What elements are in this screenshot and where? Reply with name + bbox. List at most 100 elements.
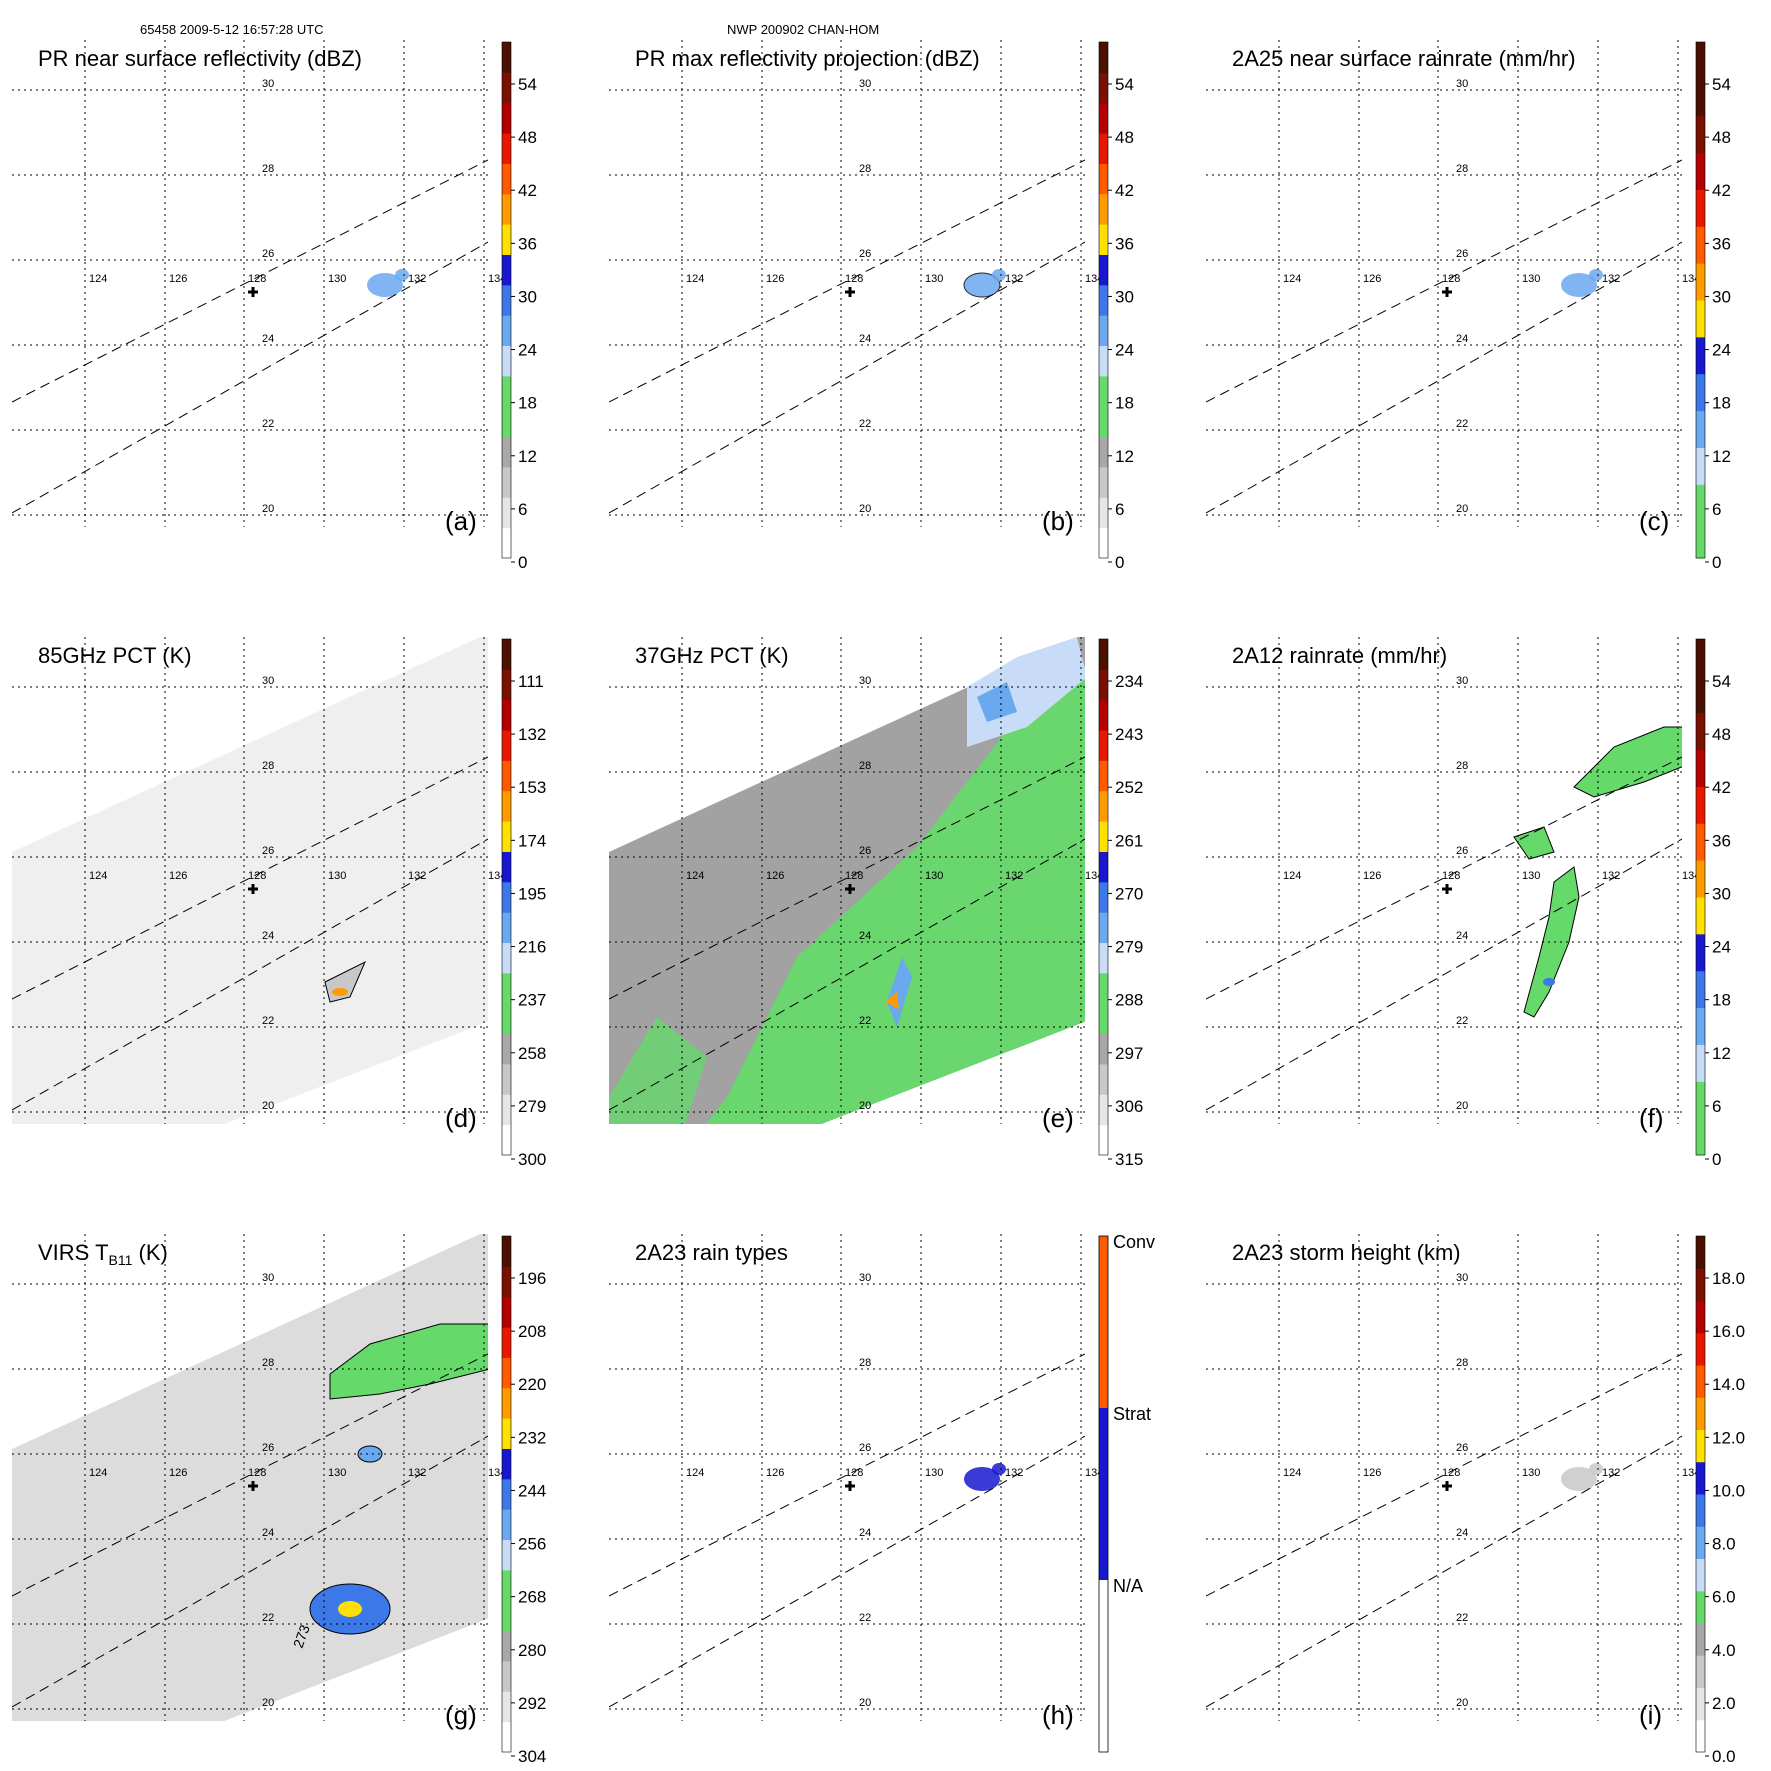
colorbar-segment	[1696, 115, 1705, 154]
colorbar-segment	[1696, 1526, 1705, 1559]
band-core	[332, 988, 348, 996]
lon-label: 130	[328, 870, 346, 882]
colorbar-segment	[502, 1448, 511, 1480]
lon-label: 130	[1522, 273, 1540, 285]
contour-label: 273	[290, 1622, 313, 1650]
lon-label: 128	[248, 1467, 266, 1479]
colorbar-segment	[502, 942, 511, 974]
colorbar-label: 36	[1712, 831, 1731, 850]
precip-cell-east	[395, 269, 409, 281]
colorbar-label: 232	[518, 1428, 546, 1447]
colorbar-segment	[1696, 1655, 1705, 1688]
colorbar-segment	[1099, 1236, 1108, 1408]
colorbar-segment	[502, 1266, 511, 1298]
colorbar-label: 42	[518, 181, 537, 200]
colorbar-frame	[1695, 1235, 1706, 1753]
colorbar-segment	[502, 1539, 511, 1571]
colorbar-segment	[502, 669, 511, 701]
colorbar-segment	[502, 1660, 511, 1692]
colorbar-segment	[1696, 933, 1705, 972]
colorbar-segment	[1696, 786, 1705, 824]
colorbar-label: 270	[1115, 884, 1143, 903]
lon-label: 124	[89, 870, 107, 882]
swath-edge-north	[609, 159, 1085, 403]
lon-label: 130	[328, 1467, 346, 1479]
lat-label: 20	[859, 1697, 871, 1709]
colorbar-label: 48	[518, 128, 537, 147]
colorbar-segment	[1696, 1397, 1705, 1430]
colorbar-segment	[502, 72, 511, 104]
colorbar-segment	[1099, 436, 1108, 468]
colorbar-label: 24	[1712, 341, 1731, 360]
colorbar-segment	[502, 851, 511, 883]
swath-edge-north	[609, 756, 1085, 1000]
panel-tag: (h)	[1042, 1700, 1074, 1730]
colorbar-segment	[502, 790, 511, 822]
colorbar-frame	[1098, 1235, 1109, 1753]
lat-label: 28	[1456, 1357, 1468, 1369]
colorbar-label: 18	[1712, 394, 1731, 413]
lon-label: 130	[328, 273, 346, 285]
colorbar-segment	[502, 760, 511, 792]
colorbar-segment	[1696, 1044, 1705, 1082]
colorbar-frame	[1695, 41, 1706, 559]
colorbar-label: 48	[1712, 128, 1731, 147]
lat-label: 24	[859, 930, 871, 942]
panel-tag: (d)	[445, 1103, 477, 1133]
lat-label: 26	[859, 1442, 871, 1454]
colorbar-segment	[502, 284, 511, 316]
colorbar-label: 18	[1115, 394, 1134, 413]
colorbar-frame	[501, 638, 512, 1156]
lat-label: 22	[1456, 418, 1468, 430]
lat-label: 28	[262, 1357, 274, 1369]
lat-label: 22	[262, 418, 274, 430]
colorbar-label: 6	[1115, 500, 1124, 519]
colorbar: 54 48 42 36 30 24 18 12 6 0	[1098, 41, 1134, 572]
lat-label: 24	[1456, 1527, 1468, 1539]
colorbar-label: 196	[518, 1269, 546, 1288]
colorbar-segment	[1696, 860, 1705, 898]
colorbar-segment	[1696, 1081, 1705, 1119]
lon-label: 132	[1602, 1467, 1620, 1479]
cloud-core	[338, 1601, 362, 1617]
panel-title: PR max reflectivity projection (dBZ)	[635, 46, 980, 71]
lon-label: 124	[1283, 870, 1301, 882]
colorbar-label: 6	[1712, 500, 1721, 519]
colorbar-segment	[1696, 1623, 1705, 1656]
swath-edge-north	[12, 159, 488, 403]
lat-label: 30	[1456, 78, 1468, 90]
colorbar-label: 16.0	[1712, 1322, 1745, 1341]
colorbar-segment	[1696, 639, 1705, 677]
colorbar-segment	[1099, 790, 1108, 822]
colorbar-segment	[502, 406, 511, 438]
storm-center-icon	[1442, 1481, 1452, 1491]
colorbar-segment	[502, 1124, 511, 1156]
lon-label: 128	[1442, 273, 1460, 285]
colorbar-label: 30	[518, 287, 537, 306]
lon-label: 124	[1283, 1467, 1301, 1479]
colorbar-segment	[1099, 406, 1108, 438]
colorbar-segment	[1696, 1300, 1705, 1334]
lat-label: 22	[859, 418, 871, 430]
colorbar-segment	[1696, 42, 1705, 80]
sensor-swath	[12, 637, 488, 1124]
colorbar-label: 30	[1712, 287, 1731, 306]
colorbar: 18.0 16.0 14.0 12.0 10.0 8.0 6.0 4.0 2.0 0.0	[1695, 1235, 1745, 1766]
colorbar-segment	[1696, 1590, 1705, 1624]
colorbar-label: 153	[518, 778, 546, 797]
colorbar-segment	[1696, 1687, 1705, 1721]
colorbar-label: 306	[1115, 1097, 1143, 1116]
colorbar-label: 12	[1712, 447, 1731, 466]
lon-label: 124	[89, 1467, 107, 1479]
colorbar-segment	[1099, 466, 1108, 498]
colorbar-segment	[502, 1094, 511, 1126]
colorbar: 54 48 42 36 30 24 18 12 6 0	[501, 41, 537, 572]
colorbar-label: 12	[1712, 1044, 1731, 1063]
colorbar-segment	[1099, 972, 1108, 1004]
colorbar-segment	[1099, 527, 1108, 559]
colorbar-segment	[1099, 730, 1108, 761]
lat-label: 30	[859, 78, 871, 90]
